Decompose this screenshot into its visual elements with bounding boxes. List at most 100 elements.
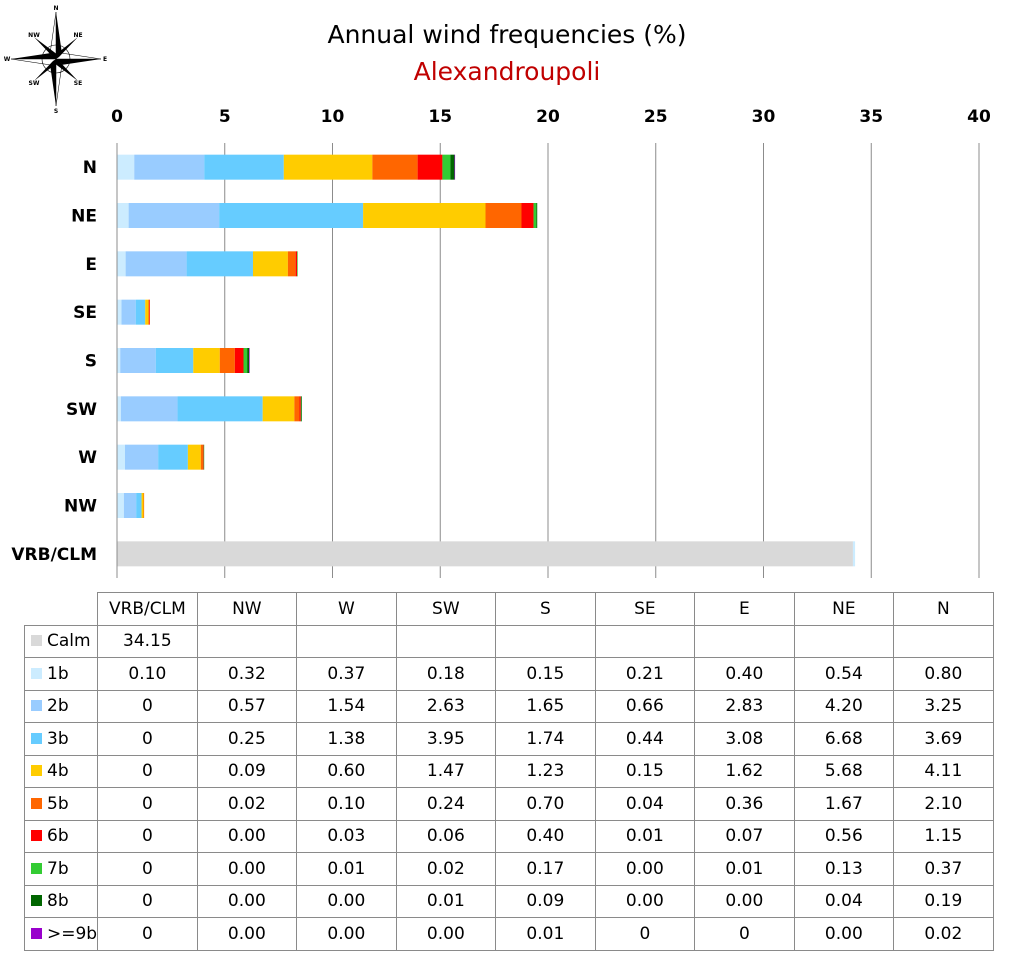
bar-segment	[117, 541, 853, 567]
bar-segment	[125, 251, 187, 277]
table-cell: 0.10	[97, 657, 198, 691]
table-cell	[594, 624, 696, 658]
bar-segment	[117, 299, 122, 325]
bar-segment	[141, 493, 144, 518]
bar-segment	[186, 251, 253, 277]
category-label: SE	[73, 303, 97, 323]
table-cell: 0	[97, 884, 198, 918]
table-row: 2b 0 0.57 1.54 2.63 1.65 0.66 2.83 4.20 3.25	[23, 689, 994, 723]
table-cell: 0.66	[594, 689, 696, 723]
column-header: N	[893, 592, 994, 626]
table-cell: 0.02	[196, 787, 298, 821]
table-cell: 0.24	[395, 787, 497, 821]
legend-label: 8b	[47, 891, 69, 912]
table-cell: 4.20	[793, 689, 895, 723]
table-cell: 0.00	[196, 917, 298, 951]
bar-segment	[158, 444, 188, 470]
x-tick-label: 0	[111, 107, 123, 127]
table-cell: 0.00	[196, 819, 298, 853]
table-cell	[793, 624, 895, 658]
bar-segment	[120, 348, 156, 373]
bar-segment	[155, 348, 194, 373]
bar-segment	[372, 154, 418, 180]
table-cell: 3.08	[694, 722, 795, 756]
column-header: SW	[395, 592, 497, 626]
compass-label-s: S	[54, 108, 58, 114]
table-cell	[196, 624, 298, 658]
column-header: VRB/CLM	[97, 592, 198, 626]
table-cell: 0.32	[196, 657, 298, 691]
data-table: VRB/CLM NW W SW S SE E NE N Calm 34.15 1b 0.10 0.32 0…	[23, 592, 994, 951]
bar-segment	[117, 396, 121, 422]
bar-segment	[148, 299, 150, 325]
table-cell: 0.18	[395, 657, 497, 691]
row-label: 4b	[23, 754, 99, 788]
legend-label: 4b	[47, 761, 69, 782]
table-cell: 0.40	[495, 819, 596, 853]
legend-label: 5b	[47, 793, 69, 814]
category-label: S	[85, 352, 97, 372]
table-cell: 0	[97, 787, 198, 821]
compass-label-nw: NW	[28, 32, 40, 39]
table-cell: 6.68	[793, 722, 895, 756]
table-cell: 0.04	[793, 884, 895, 918]
table-cell: 0.00	[594, 884, 696, 918]
bar-segment	[521, 203, 534, 228]
bar-segment	[299, 396, 301, 422]
x-tick-label: 35	[859, 107, 883, 127]
bar-segment	[117, 251, 126, 277]
bar-segment	[149, 299, 150, 325]
table-cell: 1.38	[296, 722, 397, 756]
chart-title: Annual wind frequencies (%)	[327, 20, 687, 49]
column-header: W	[296, 592, 397, 626]
legend-swatch	[31, 862, 42, 874]
table-row: 4b 0 0.09 0.60 1.47 1.23 0.15 1.62 5.68 4.11	[23, 754, 994, 788]
category-label: E	[85, 255, 97, 275]
bar-segment	[134, 154, 205, 180]
column-header: E	[694, 592, 795, 626]
table-cell: 2.83	[694, 689, 795, 723]
legend-label: 7b	[47, 858, 69, 879]
column-header: S	[495, 592, 596, 626]
table-corner	[24, 592, 99, 626]
row-label: 3b	[23, 722, 99, 756]
table-cell: 0.04	[594, 787, 696, 821]
bar-segment	[536, 203, 538, 228]
table-cell: 0.56	[793, 819, 895, 853]
legend-label: >=9b	[47, 923, 98, 944]
bar-segment	[454, 154, 456, 180]
compass-star	[10, 11, 102, 107]
row-label: 5b	[23, 787, 99, 821]
table-cell: 0.80	[893, 657, 994, 691]
table-cell	[495, 624, 596, 658]
table-cell: 0	[97, 819, 198, 853]
row-label: 8b	[23, 884, 99, 918]
table-cell: 2.10	[893, 787, 994, 821]
table-row: 7b 0 0.00 0.01 0.02 0.17 0.00 0.01 0.13 0.37	[23, 852, 994, 886]
x-tick-label: 5	[219, 107, 231, 127]
bar-segment	[123, 493, 137, 518]
table-cell: 0	[97, 689, 198, 723]
table-cell: 0.44	[594, 722, 696, 756]
bar-segment	[219, 203, 364, 228]
table-cell: 0.01	[395, 884, 497, 918]
table-cell: 0	[97, 722, 198, 756]
legend-swatch	[31, 895, 42, 907]
column-header: SE	[594, 592, 696, 626]
compass-label-ne: NE	[73, 32, 82, 39]
table-cell: 0.57	[196, 689, 298, 723]
table-cell: 3.25	[893, 689, 994, 723]
table-cell	[395, 624, 497, 658]
table-row: Calm 34.15	[23, 624, 994, 658]
table-cell: 0.37	[893, 852, 994, 886]
bar-segment	[145, 299, 149, 325]
table-cell: 0.00	[296, 884, 397, 918]
bar-segment	[117, 203, 129, 228]
legend-label: 6b	[47, 826, 69, 847]
table-cell: 0.01	[495, 917, 596, 951]
row-label: 2b	[23, 689, 99, 723]
compass-rose-icon: N NE E SE S SW W NW	[4, 5, 107, 114]
table-row: 1b 0.10 0.32 0.37 0.18 0.15 0.21 0.40 0.54 0.80	[23, 657, 994, 691]
table-cell: 0.37	[296, 657, 397, 691]
table-cell: 1.67	[793, 787, 895, 821]
